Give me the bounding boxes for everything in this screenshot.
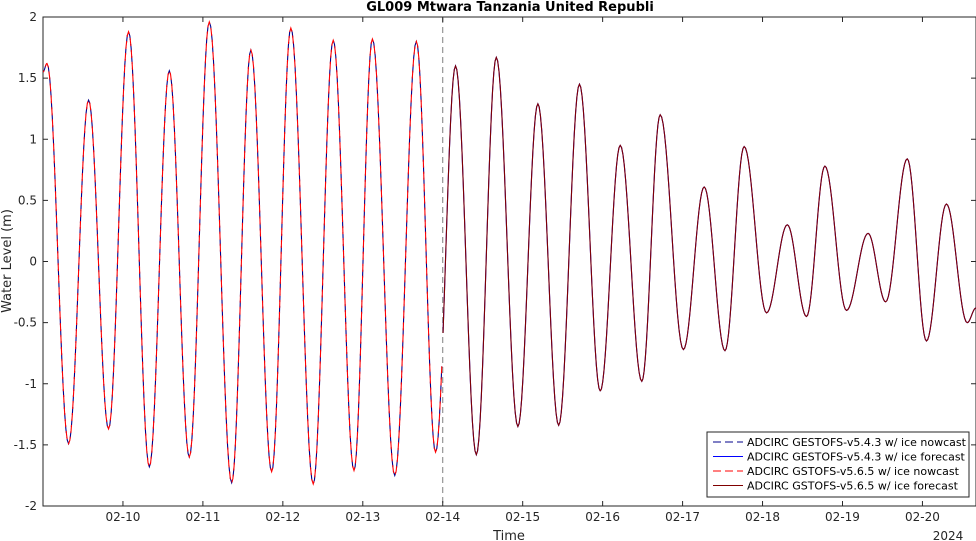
y-tick-label: 2 bbox=[29, 10, 37, 24]
series-lines bbox=[42, 20, 976, 486]
x-tick-label: 02-17 bbox=[665, 510, 700, 524]
x-axis: 02-10 02-11 02-12 02-13 02-14 02-15 02-16 02-17… bbox=[106, 17, 940, 524]
y-tick-label: -1.5 bbox=[14, 438, 37, 452]
y-tick-label: 0.5 bbox=[18, 193, 37, 207]
x-tick-label: 02-20 bbox=[905, 510, 940, 524]
series-line-3 bbox=[42, 20, 443, 486]
y-tick-label: -0.5 bbox=[14, 316, 37, 330]
x-tick-label: 02-14 bbox=[425, 510, 460, 524]
y-axis: -2 -1.5 -1 -0.5 0 0.5 1 1.5 2 bbox=[14, 10, 976, 513]
series-line-4 bbox=[442, 55, 976, 457]
legend-box bbox=[706, 431, 970, 498]
legend-label-1: ADCIRC GESTOFS-v5.4.3 w/ ice nowcast bbox=[747, 436, 967, 449]
legend: ADCIRC GESTOFS-v5.4.3 w/ ice nowcast ADCI… bbox=[706, 431, 970, 498]
chart-title: GL009 Mtwara Tanzania United Republi bbox=[366, 0, 654, 15]
legend-label-3: ADCIRC GSTOFS-v5.6.5 w/ ice nowcast bbox=[747, 465, 960, 478]
x-tick-label: 02-15 bbox=[505, 510, 540, 524]
y-axis-label: Water Level (m) bbox=[0, 209, 15, 313]
legend-label-2: ADCIRC GESTOFS-v5.4.3 w/ ice forecast bbox=[747, 451, 966, 464]
y-tick-label: -1 bbox=[25, 377, 37, 391]
y-tick-label: 1.5 bbox=[18, 71, 37, 85]
x-tick-label: 02-11 bbox=[185, 510, 220, 524]
x-tick-label: 02-18 bbox=[745, 510, 780, 524]
x-tick-label: 02-16 bbox=[585, 510, 620, 524]
x-tick-label: 02-19 bbox=[825, 510, 860, 524]
y-tick-label: -2 bbox=[25, 499, 37, 513]
x-tick-label: 02-10 bbox=[106, 510, 141, 524]
series-line-1 bbox=[42, 20, 443, 486]
legend-label-4: ADCIRC GSTOFS-v5.6.5 w/ ice forecast bbox=[747, 480, 959, 493]
x-axis-label: Time bbox=[492, 529, 525, 541]
x-axis-year-label: 2024 bbox=[933, 529, 964, 541]
x-tick-label: 02-12 bbox=[265, 510, 300, 524]
y-tick-label: 0 bbox=[29, 255, 37, 269]
x-tick-label: 02-13 bbox=[345, 510, 380, 524]
y-tick-label: 1 bbox=[29, 132, 37, 146]
